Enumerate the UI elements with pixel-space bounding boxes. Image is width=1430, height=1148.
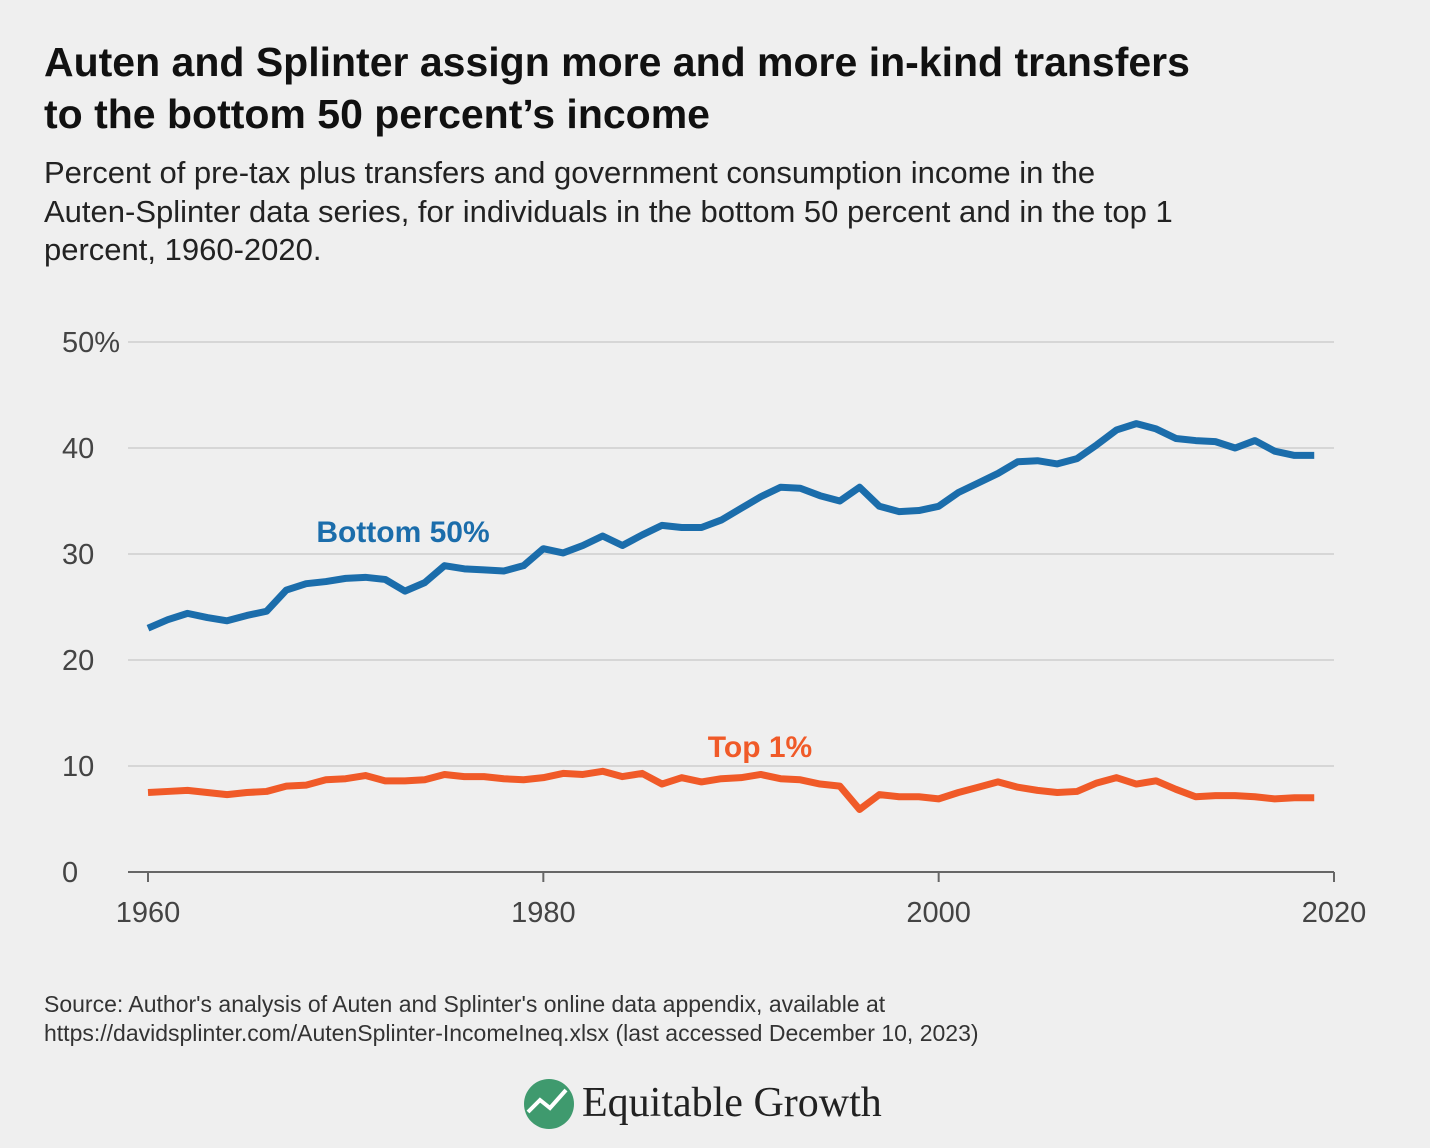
logo-icon (524, 1079, 574, 1129)
series-line (147, 767, 1315, 813)
y-tick-label: 50% (62, 327, 120, 359)
chart-title: Auten and Splinter assign more and more … (44, 39, 1190, 85)
x-tick-label: 2020 (1302, 897, 1367, 929)
series-label: Bottom 50% (316, 516, 489, 549)
logo-text: Equitable Growth (582, 1080, 882, 1126)
source: https://davidsplinter.com/AutenSplinter-… (44, 1020, 979, 1046)
series-line (146, 420, 1315, 632)
x-tick-label: 2000 (906, 897, 971, 929)
chart-title: to the bottom 50 percent’s income (44, 91, 710, 137)
source: Source: Author's analysis of Auten and S… (44, 991, 886, 1017)
subtitle: Auten-Splinter data series, for individu… (44, 194, 1173, 229)
subtitle: Percent of pre-tax plus transfers and go… (44, 155, 1095, 190)
x-tick-label: 1980 (511, 897, 576, 929)
series-label: Top 1% (708, 731, 812, 764)
x-tick-label: 1960 (116, 897, 181, 929)
y-tick-label: 0 (62, 857, 78, 889)
y-tick-label: 20 (62, 645, 94, 677)
y-tick-label: 30 (62, 539, 94, 571)
subtitle: percent, 1960-2020. (44, 232, 322, 267)
y-tick-label: 40 (62, 433, 94, 465)
y-tick-label: 10 (62, 751, 94, 783)
